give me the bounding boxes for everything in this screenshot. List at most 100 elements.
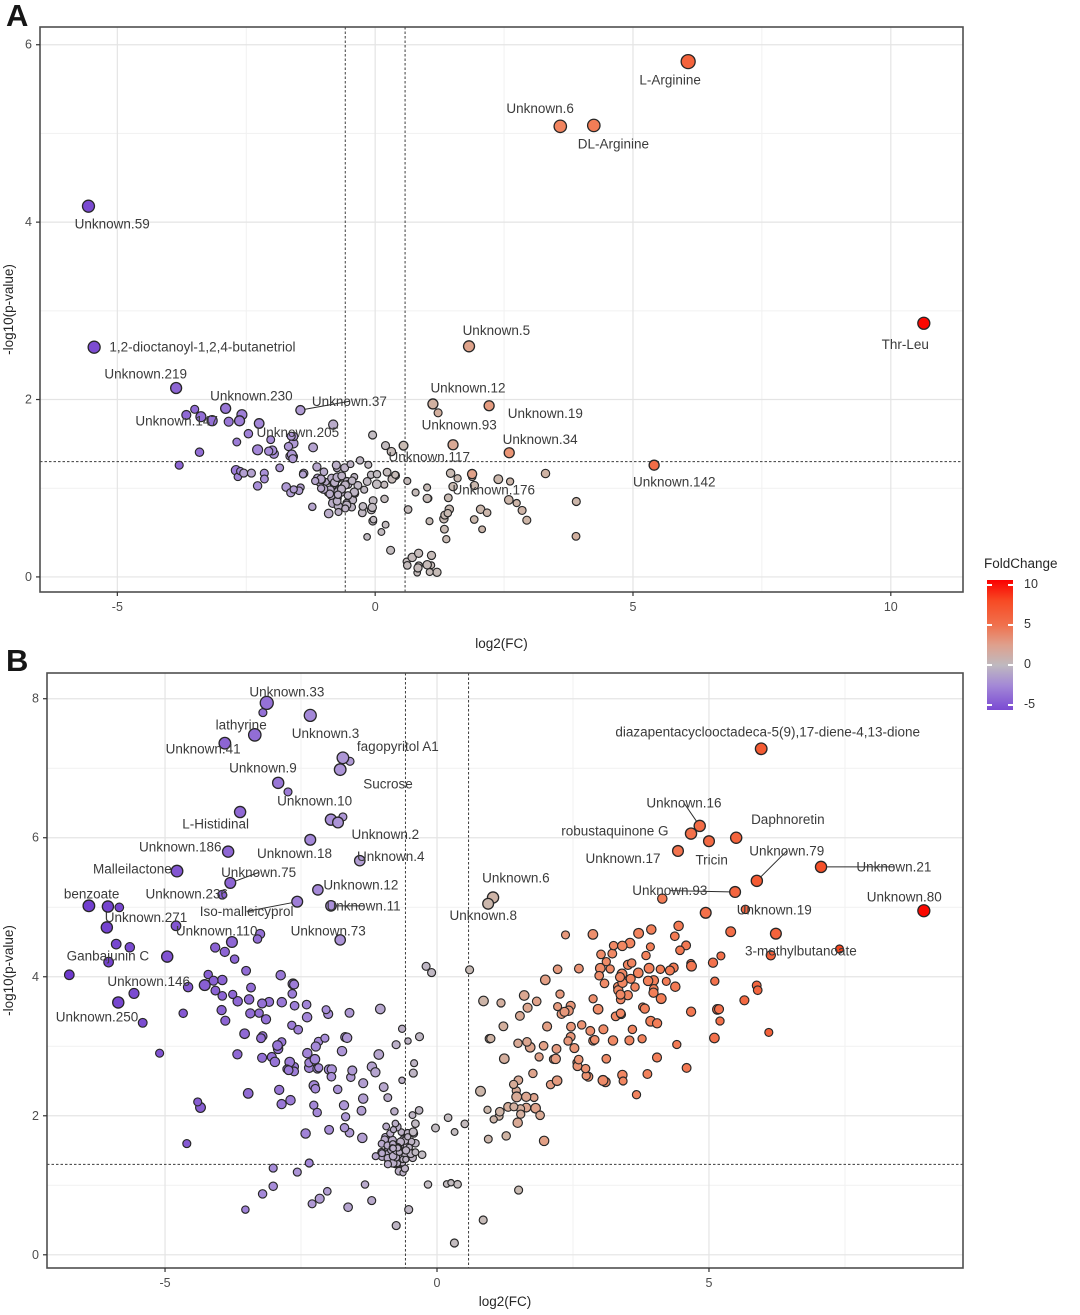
data-point [390, 1107, 399, 1116]
labeled-data-point [750, 874, 764, 888]
data-point [232, 1049, 243, 1060]
data-point [308, 442, 319, 453]
point-label: Unknown.59 [75, 216, 150, 231]
data-point [358, 1078, 369, 1089]
labeled-data-point [699, 906, 712, 919]
data-point [423, 483, 432, 492]
point-label: Unknown.117 [389, 450, 471, 465]
data-point [382, 467, 392, 477]
x-tick-label: -5 [112, 600, 123, 614]
data-point [219, 946, 230, 958]
y-tick-label: 4 [25, 215, 32, 229]
data-point [528, 1068, 538, 1079]
data-point [341, 504, 350, 513]
data-point [540, 468, 551, 479]
point-label: Unknown.8 [449, 908, 517, 923]
point-label: Unknown.73 [291, 923, 366, 938]
data-point [657, 893, 668, 904]
labeled-data-point [100, 921, 114, 934]
data-point [268, 1181, 278, 1192]
point-label: Unknown.17 [586, 851, 661, 866]
data-point [401, 1146, 411, 1155]
data-point [182, 1139, 192, 1149]
data-point [599, 978, 610, 989]
data-point [498, 1053, 510, 1065]
data-point [569, 1043, 580, 1054]
x-tick-label: 10 [884, 600, 898, 614]
data-point [391, 1119, 400, 1128]
data-point [475, 1085, 486, 1097]
point-labels: Unknown.59 1,2-dioctanoyl-1,2,4-butanetri… [75, 73, 929, 498]
gridlines-major [47, 673, 963, 1268]
data-point [391, 1040, 401, 1050]
data-point [243, 994, 255, 1005]
data-point [307, 1199, 317, 1209]
data-point [530, 1102, 541, 1114]
labeled-data-point [483, 400, 495, 412]
data-point [639, 1003, 650, 1014]
point-label: Tricin [695, 852, 728, 867]
labeled-data-point [295, 404, 306, 416]
data-point [633, 927, 645, 939]
data-point [276, 996, 288, 1008]
data-point [685, 1006, 697, 1017]
data-point [516, 1109, 526, 1119]
data-point [661, 976, 671, 986]
data-point [322, 1186, 332, 1196]
labeled-data-point [503, 447, 515, 459]
data-point [834, 944, 845, 954]
data-point [566, 1021, 576, 1032]
point-label: Unknown.37 [312, 394, 387, 409]
labeled-data-point [680, 53, 696, 70]
gridlines-minor [40, 27, 963, 592]
data-point [369, 515, 378, 524]
data-point [103, 956, 114, 968]
panel-b-letter: B [6, 643, 29, 678]
data-point [587, 929, 599, 940]
data-point [229, 954, 240, 964]
labeled-data-point [769, 927, 782, 940]
x-tick-label: -5 [159, 1276, 170, 1290]
y-tick-label: 8 [32, 692, 39, 706]
labeled-data-point [702, 835, 716, 848]
data-point [411, 1148, 420, 1157]
data-point [589, 1034, 600, 1045]
labeled-data-point [112, 996, 125, 1009]
data-point [542, 1021, 553, 1032]
labeled-data-point [169, 381, 183, 395]
data-point [421, 961, 431, 971]
legend-tick-mark [1008, 704, 1013, 707]
data-point [512, 1117, 523, 1128]
data-point [403, 476, 412, 486]
data-point [571, 531, 581, 541]
data-point [289, 1000, 300, 1011]
data-point [343, 491, 353, 500]
data-point [321, 1005, 331, 1015]
point-labels: Unknown.33 lathyrine Unknown.3 Unknown.41 fa… [56, 684, 942, 1024]
data-point [283, 441, 294, 452]
data-point [347, 1065, 358, 1076]
point-label: Unknown.19 [508, 406, 583, 421]
data-point [411, 1119, 420, 1128]
data-point [124, 942, 136, 953]
data-point [498, 1021, 509, 1032]
data-point [370, 1067, 381, 1078]
point-label: Unknown.16 [646, 795, 721, 810]
data-point [371, 1152, 380, 1161]
data-point [63, 969, 75, 981]
data-point [341, 1032, 353, 1044]
legend-tick-label: 5 [1024, 616, 1031, 631]
data-point [648, 987, 659, 998]
labeled-data-point [312, 884, 324, 896]
labeled-data-point [466, 468, 478, 480]
point-label: L-Arginine [639, 73, 701, 88]
point-label: Unknown.250 [56, 1010, 139, 1025]
data-point [765, 950, 776, 961]
labeled-data-point [353, 854, 366, 867]
data-point [245, 1008, 256, 1019]
data-point [521, 1091, 532, 1102]
data-point [643, 962, 655, 974]
point-label: Unknown.21 [856, 859, 931, 874]
labeled-data-point [225, 935, 238, 949]
data-point [260, 1014, 272, 1025]
